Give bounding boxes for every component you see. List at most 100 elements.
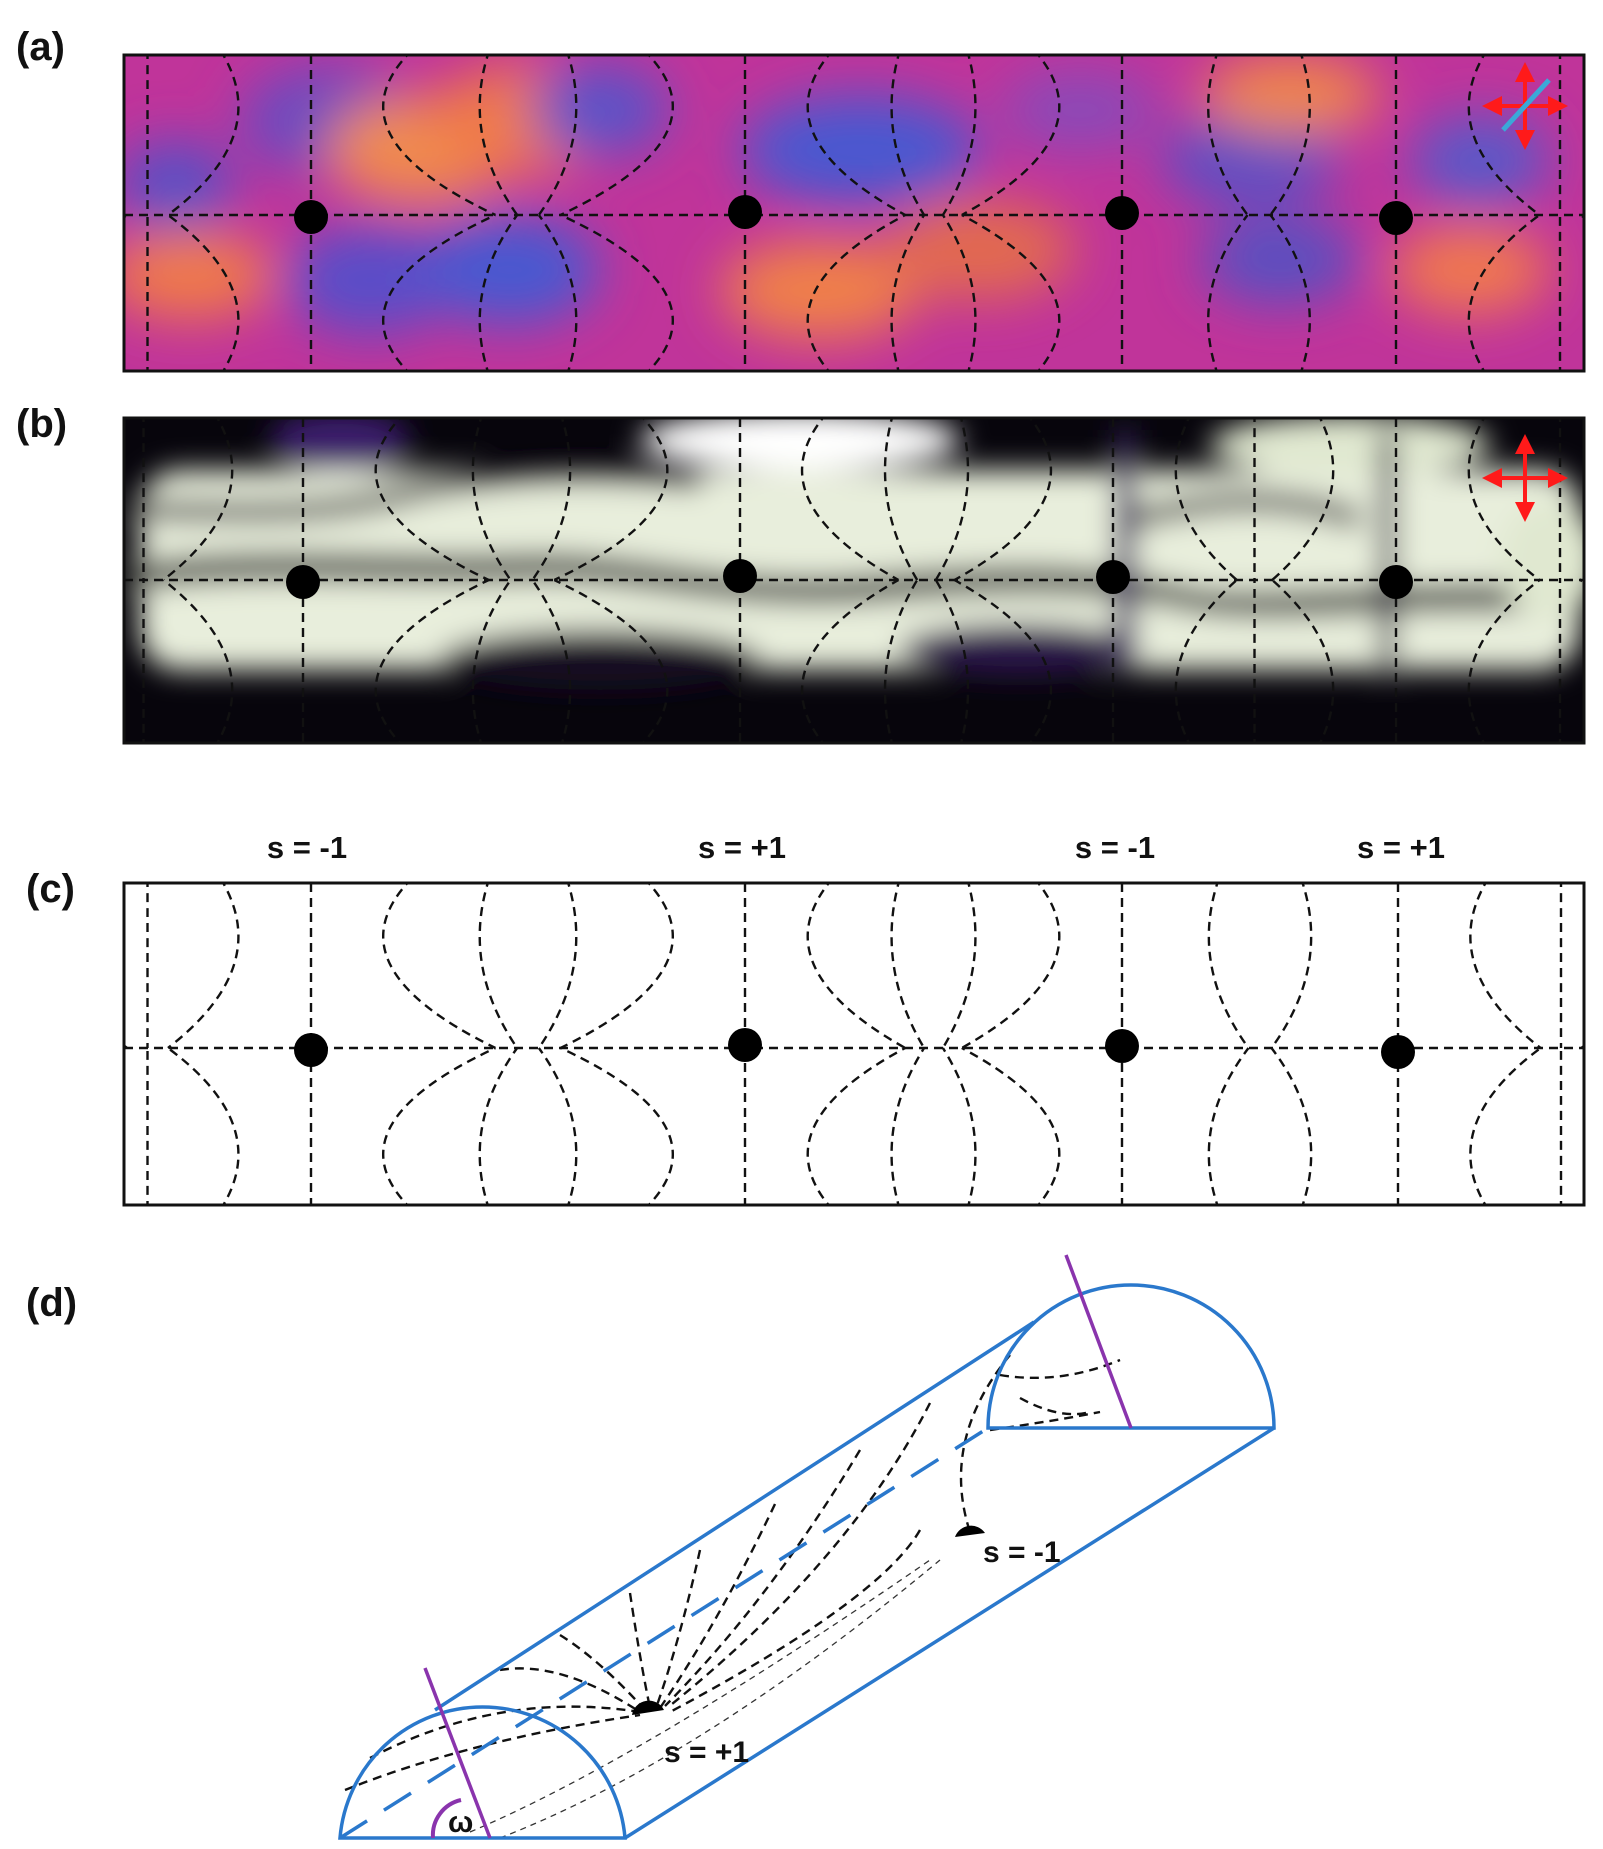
field-curve [1269,55,1311,216]
panel-b-frame [122,416,1586,745]
cylinder-defect-plus [632,1700,664,1715]
panel-c-background [124,883,1584,1205]
field-curve [537,883,578,1049]
cylinder-director-curve [1019,1396,1091,1416]
field-curve [478,1047,519,1205]
field-curve [162,579,234,743]
field-curve [124,1047,128,1052]
field-curve [1207,55,1249,216]
cylinder-far-cap [986,1283,1276,1430]
panel-c-defect-2 [728,1028,762,1062]
cylinder-director-curve [344,1713,641,1792]
field-curve [941,214,977,371]
field-curve [941,55,977,216]
panel-a-defect-3 [1105,196,1139,230]
field-curve [382,213,496,371]
field-curve [806,213,906,371]
field-curve [800,418,900,582]
field-curve [1270,883,1313,1049]
field-curve [1207,1047,1250,1205]
field-curve [124,580,125,582]
field-curve [941,883,977,1049]
panel-b-director-field [124,418,1584,743]
field-curve [374,578,490,743]
field-curve [560,213,674,371]
panel-a-label: (a) [16,25,65,69]
field-curve [1270,1047,1313,1205]
field-curve [560,883,674,1050]
panel-b-defect-2 [723,559,757,593]
field-curve [167,214,240,371]
field-curve [478,55,519,216]
field-curve [1174,579,1238,743]
field-curve [471,579,512,743]
angle-arc [430,1798,462,1839]
panel-b-defect-4 [1379,565,1413,599]
field-curve [471,418,512,581]
field-curve [531,579,572,743]
panel-a-frame [122,53,1586,373]
panel-c-label: (c) [26,867,75,911]
cylinder-director-curve [628,1592,652,1709]
far-director-line [1064,1254,1133,1429]
half-cylinder-diagram: ω s = +1 s = -1 [338,1254,1276,1840]
field-curve [1207,883,1250,1049]
field-curve [883,418,919,581]
field-curve [961,883,1061,1050]
panel-b-label: (b) [16,402,67,446]
field-curve [167,55,240,216]
field-curve [806,883,906,1050]
cylinder-top-edge [434,1320,1035,1712]
field-curve [537,1047,578,1205]
cylinder-guide-line [469,1559,931,1833]
defect-charge-label-1: s = -1 [267,830,347,865]
field-curve [890,1047,926,1205]
field-curve [934,418,970,581]
field-curve [806,55,906,217]
field-curve [531,418,572,581]
field-curve [1269,214,1311,371]
field-curve [537,55,578,216]
field-curve [890,214,926,371]
field-curve [1467,418,1541,581]
field-curve [162,418,234,581]
field-curve [167,883,240,1049]
field-curve [1469,883,1542,1049]
cylinder-defect-minus-label: s = -1 [983,1536,1061,1569]
field-curve [1174,418,1238,581]
angle-omega-label: ω [448,1806,473,1839]
panel-c-director-field [124,883,1584,1205]
panel-b-defect-3 [1096,560,1130,594]
field-curve [478,214,519,371]
panel-a-defect-1 [294,200,328,234]
cylinder-director-curve [654,1549,702,1709]
cylinder-near-cap [338,1705,627,1840]
field-curve [934,579,970,743]
cylinder-defect-minus [955,1525,985,1537]
field-curve [560,55,674,217]
field-curve [890,883,926,1049]
field-curve [124,211,128,216]
field-curve [537,214,578,371]
field-curve [1467,55,1541,216]
field-curve [382,883,496,1050]
field-curve [1467,579,1541,743]
field-curve [1467,214,1541,371]
field-curve [478,883,519,1049]
cylinder-director-curve [659,1503,777,1709]
cylinder-defect-plus-label: s = +1 [664,1736,749,1769]
field-curve [374,418,490,582]
field-curve [953,418,1053,582]
field-curve [553,578,669,743]
field-curve [382,1046,496,1205]
field-curve [800,578,900,743]
panel-c-defect-1 [294,1033,328,1067]
cylinder-director-curve [959,1354,1011,1533]
panel-c-defect-4 [1381,1035,1415,1069]
field-curve [961,55,1061,217]
field-curve [167,1047,240,1205]
field-curve [890,55,926,216]
crossed-polarizers-icon [1482,434,1568,522]
panel-d-label: (d) [26,1281,77,1325]
